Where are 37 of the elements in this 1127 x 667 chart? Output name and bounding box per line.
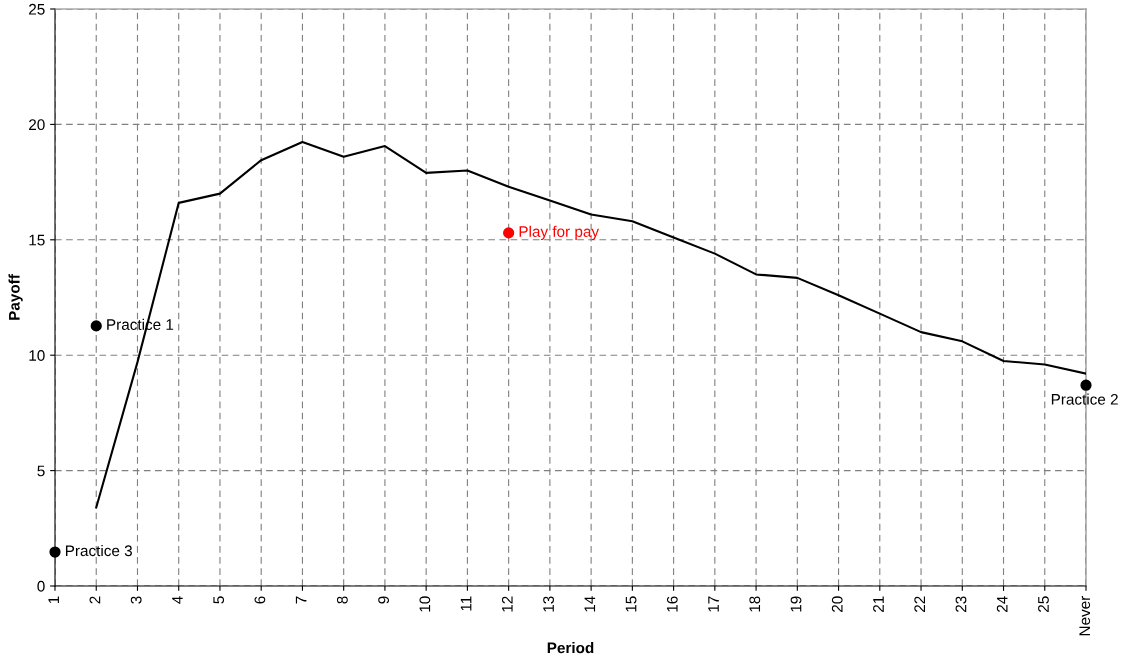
x-tick-label: 8 xyxy=(336,596,348,604)
x-tick-label: 13 xyxy=(543,596,554,612)
x-tick-label: 22 xyxy=(914,596,925,612)
x-tick-label: 3 xyxy=(130,596,142,604)
y-tick-label: 20 xyxy=(29,119,45,131)
x-tick-label: 15 xyxy=(625,596,637,612)
y-tick-label: 25 xyxy=(29,3,45,15)
y-tick-label: 0 xyxy=(37,580,45,592)
x-tick-label: 20 xyxy=(831,596,843,612)
x-tick-label: 4 xyxy=(172,596,183,604)
x-tick-label: 24 xyxy=(996,596,1008,612)
x-tick-label: 1 xyxy=(48,596,59,604)
x-tick-label: Never xyxy=(1079,595,1091,636)
x-tick-label: 14 xyxy=(584,596,596,612)
y-tick-label: 5 xyxy=(37,465,45,477)
x-tick-label: 18 xyxy=(749,596,761,612)
x-tick-label: 25 xyxy=(1038,596,1049,612)
x-tick-label: 19 xyxy=(790,596,802,612)
x-tick-label: 5 xyxy=(213,596,225,604)
series-label: Practice 3 xyxy=(65,544,132,557)
x-tick-label: 9 xyxy=(378,596,390,604)
x-tick-label: 21 xyxy=(873,596,884,612)
y-tick-label: 15 xyxy=(29,234,45,246)
x-tick-label: 6 xyxy=(254,596,266,604)
x-tick-label: 16 xyxy=(666,596,678,612)
x-tick-label: 17 xyxy=(708,596,719,612)
x-axis-title: Period xyxy=(547,642,594,654)
x-tick-label: 10 xyxy=(419,596,431,612)
x-tick-label: 7 xyxy=(295,596,307,604)
y-axis-title: Payoff xyxy=(8,274,23,320)
x-tick-label: 2 xyxy=(89,596,101,604)
x-tick-label: 23 xyxy=(955,596,967,612)
x-tick-label: 11 xyxy=(460,596,472,611)
y-tick-label: 10 xyxy=(29,350,45,361)
x-tick-label: 12 xyxy=(501,596,513,612)
series-label: Play for pay xyxy=(519,225,599,240)
series-label: Practice 2 xyxy=(1051,393,1118,405)
